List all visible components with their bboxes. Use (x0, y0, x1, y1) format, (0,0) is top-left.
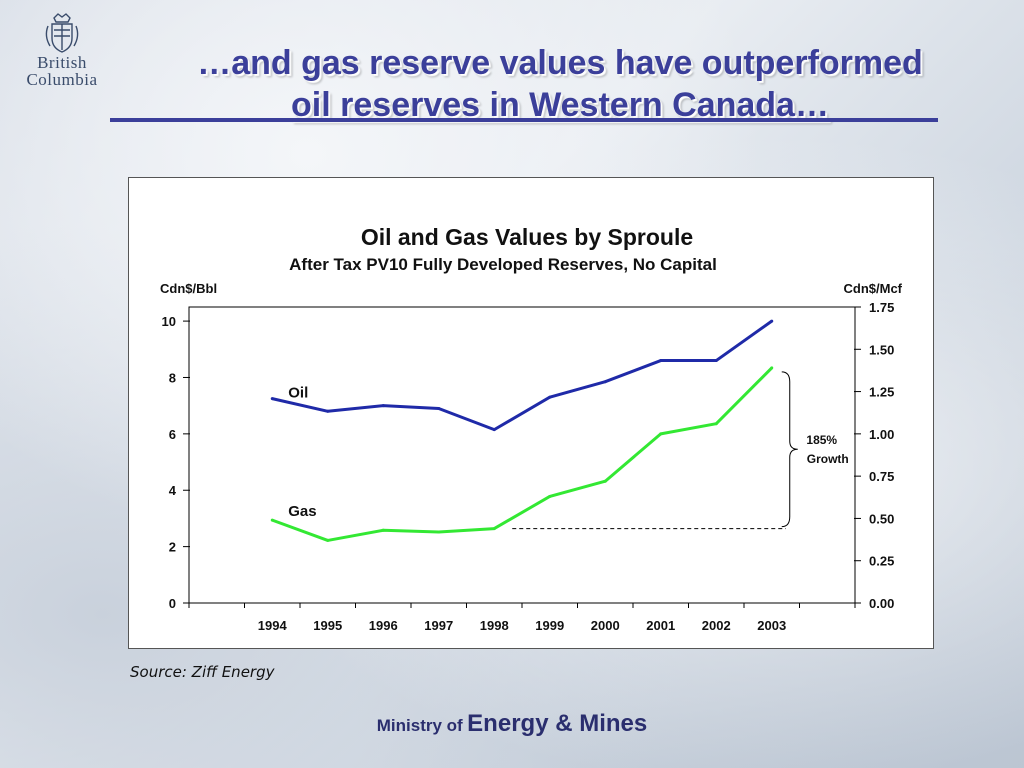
slide-title: …and gas reserve values have outperforme… (110, 42, 1010, 126)
gas-data-point (548, 494, 552, 498)
gas-data-point (659, 432, 663, 436)
logo-line1: British (37, 53, 87, 72)
oil-data-point (326, 409, 330, 413)
oil-data-point (770, 319, 774, 323)
oil-series-line (271, 319, 773, 432)
x-tick-label: 1994 (258, 618, 288, 633)
oil-data-point (437, 406, 441, 410)
right-tick-label: 0.00 (869, 596, 894, 611)
x-tick-label: 1995 (313, 618, 342, 633)
growth-annotation-label: Growth (807, 452, 849, 466)
gas-data-point (770, 366, 774, 370)
logo-line2: Columbia (26, 70, 98, 89)
growth-bracket (781, 371, 798, 528)
right-tick-label: 0.25 (869, 554, 894, 569)
gas-data-point (437, 530, 441, 534)
oil-gas-chart: Oil and Gas Values by Sproule After Tax … (160, 224, 903, 633)
x-tick-label: 1996 (369, 618, 398, 633)
title-underline-rule (110, 118, 938, 122)
left-tick-label: 10 (162, 314, 176, 329)
left-tick-label: 0 (169, 596, 176, 611)
right-tick-label: 1.50 (869, 342, 894, 357)
right-tick-label: 0.50 (869, 511, 894, 526)
oil-data-point (603, 380, 607, 384)
gas-data-point (714, 422, 718, 426)
oil-data-point (659, 359, 663, 363)
slide-title-line1: …and gas reserve values have outperforme… (197, 44, 923, 82)
oil-data-point (492, 428, 496, 432)
oil-data-point (270, 397, 274, 401)
right-tick-label: 0.75 (869, 469, 894, 484)
x-tick-label: 1999 (535, 618, 564, 633)
left-axis-label: Cdn$/Bbl (160, 281, 217, 296)
footer-ministry: Ministry of Energy & Mines (0, 710, 1024, 738)
chart-title: Oil and Gas Values by Sproule (361, 224, 693, 250)
right-tick-label: 1.75 (869, 300, 894, 315)
gas-data-point (381, 528, 385, 532)
left-tick-label: 2 (169, 540, 176, 555)
crest-icon (45, 13, 79, 53)
left-tick-label: 8 (169, 370, 176, 385)
oil-data-point (381, 404, 385, 408)
source-note: Source: Ziff Energy (130, 663, 275, 681)
left-tick-label: 4 (169, 483, 177, 498)
plot-area-frame (188, 306, 856, 604)
logo-wordmark: British Columbia (14, 54, 110, 88)
left-tick-label: 6 (169, 427, 176, 442)
british-columbia-logo: British Columbia (14, 12, 110, 92)
x-tick-label: 2001 (646, 618, 675, 633)
gas-data-point (270, 518, 274, 522)
oil-series-label: Oil (288, 385, 308, 402)
chart-panel: Oil and Gas Values by Sproule After Tax … (128, 177, 934, 649)
right-axis-label: Cdn$/Mcf (844, 281, 903, 296)
oil-data-point (548, 395, 552, 399)
gas-series-line (271, 366, 773, 542)
gas-data-point (326, 538, 330, 542)
gas-series-label: Gas (288, 503, 316, 520)
right-tick-label: 1.25 (869, 385, 894, 400)
growth-annotation-percent: 185% (806, 433, 837, 447)
x-tick-label: 1997 (424, 618, 453, 633)
x-tick-label: 2000 (591, 618, 620, 633)
gas-data-point (603, 479, 607, 483)
footer-prefix: Ministry of (376, 716, 463, 735)
oil-data-point (714, 359, 718, 363)
gas-data-point (492, 527, 496, 531)
x-tick-label: 2003 (757, 618, 786, 633)
chart-subtitle: After Tax PV10 Fully Developed Reserves,… (289, 255, 717, 274)
right-tick-label: 1.00 (869, 427, 894, 442)
slide-title-line2: oil reserves in Western Canada… (291, 86, 829, 124)
footer-name: Energy & Mines (467, 710, 648, 737)
x-tick-label: 2002 (702, 618, 731, 633)
x-tick-label: 1998 (480, 618, 509, 633)
